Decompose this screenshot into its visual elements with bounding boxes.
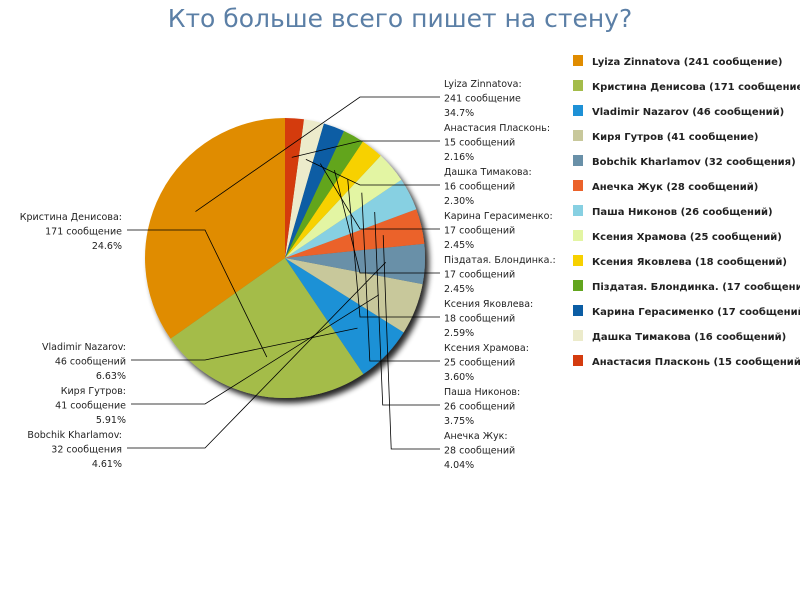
leader-line-паша-никонов	[374, 211, 440, 406]
callout-label-bobchik-kharlamov-line1: Bobchik Kharlamov:	[27, 430, 122, 441]
pie-slice-анастасия-пласконь	[285, 118, 304, 258]
callout-label-lyiza-zinnatova-line2: 241 сообщение	[444, 94, 521, 105]
callout-label-паша-никонов-line1: Паша Никонов:	[444, 387, 520, 398]
callout-label-vladimir-nazarov-line3: 6.63%	[96, 371, 126, 382]
callout-label-анастасия-пласконь-line2: 15 сообщений	[444, 138, 515, 149]
legend-entry-кристина-денисова: Кристина Денисова (171 сообщение)	[592, 81, 800, 93]
callout-label-bobchik-kharlamov-line3: 4.61%	[92, 459, 122, 470]
callout-label-дашка-тимакова-line1: Дашка Тимакова:	[444, 167, 532, 178]
legend-swatch-п-здатая-блондинка	[573, 280, 583, 291]
callout-label-п-здатая-блондинка-line2: 17 сообщений	[444, 270, 515, 281]
legend-swatch-паша-никонов	[573, 205, 583, 216]
pie-slice-п-здатая-блондинка	[285, 131, 363, 258]
leader-line-киря-гутров	[131, 294, 380, 405]
callout-label-ксения-яковлева-line2: 18 сообщений	[444, 314, 515, 325]
callout-labels: Lyiza Zinnatova: 241 сообщение 34.7% Анаста…	[20, 79, 556, 471]
leader-line-ксения-храмова	[361, 192, 440, 362]
leader-line-анечка-жук	[382, 235, 440, 450]
leader-line-bobchik-kharlamov	[127, 262, 386, 449]
legend-entry-киря-гутров: Киря Гутров (41 сообщение)	[592, 131, 759, 143]
callout-label-п-здатая-блондинка-line1: Піздатая. Блондинка.:	[444, 255, 556, 266]
callout-label-vladimir-nazarov-line2: 46 сообщений	[55, 357, 126, 368]
callout-label-анастасия-пласконь-line1: Анастасия Пласконь:	[444, 123, 550, 134]
legend-swatch-vladimir-nazarov	[573, 105, 583, 116]
legend-entry-ксения-яковлева: Ксения Яковлева (18 сообщений)	[592, 256, 787, 268]
leader-line-дашка-тимакова	[305, 159, 440, 186]
callout-label-паша-никонов-line2: 26 сообщений	[444, 402, 515, 413]
pie-slices	[144, 118, 425, 399]
callout-label-дашка-тимакова-line2: 16 сообщений	[444, 182, 515, 193]
callout-label-vladimir-nazarov-line1: Vladimir Nazarov:	[42, 342, 126, 353]
legend-entry-дашка-тимакова: Дашка Тимакова (16 сообщений)	[592, 331, 786, 343]
legend-entry-п-здатая-блондинка: Піздатая. Блондинка. (17 сообщений)	[592, 281, 800, 293]
callout-label-карина-герасименко-line2: 17 сообщений	[444, 226, 515, 237]
callout-label-анастасия-пласконь-line3: 2.16%	[444, 152, 474, 163]
leader-lines	[127, 96, 440, 450]
callout-label-анечка-жук-line1: Анечка Жук:	[444, 431, 508, 442]
pie-slice-кристина-денисова	[170, 258, 364, 399]
legend-entry-карина-герасименко: Карина Герасименко (17 сообщений)	[592, 306, 800, 318]
callout-label-ксения-храмова-line2: 25 сообщений	[444, 358, 515, 369]
legend-entry-bobchik-kharlamov: Bobchik Kharlamov (32 сообщения)	[592, 156, 796, 168]
callout-label-кристина-денисова-line3: 24.6%	[92, 241, 122, 252]
legend-entry-vladimir-nazarov: Vladimir Nazarov (46 сообщений)	[592, 106, 784, 118]
legend-swatch-анастасия-пласконь	[573, 355, 583, 366]
pie-slice-ксения-храмова	[285, 155, 402, 258]
callout-label-паша-никонов-line3: 3.75%	[444, 416, 474, 427]
callout-label-карина-герасименко-line1: Карина Герасименко:	[444, 211, 553, 222]
legend-swatch-ксения-яковлева	[573, 255, 583, 266]
callout-label-lyiza-zinnatova-line1: Lyiza Zinnatova:	[444, 79, 522, 90]
legend: Lyiza Zinnatova (241 сообщение) Кристина …	[573, 55, 800, 368]
legend-swatch-анечка-жук	[573, 180, 583, 191]
legend-entry-анечка-жук: Анечка Жук (28 сообщений)	[592, 181, 758, 193]
legend-swatch-карина-герасименко	[573, 305, 583, 316]
callout-label-киря-гутров-line2: 41 сообщение	[55, 401, 126, 412]
callout-label-ксения-яковлева-line1: Ксения Яковлева:	[444, 299, 533, 310]
pie-slice-дашка-тимакова	[285, 119, 324, 258]
callout-label-lyiza-zinnatova-line3: 34.7%	[444, 108, 474, 119]
callout-label-анечка-жук-line3: 4.04%	[444, 460, 474, 471]
leader-line-ксения-яковлева	[347, 178, 440, 318]
legend-swatch-ксения-храмова	[573, 230, 583, 241]
legend-entry-lyiza-zinnatova: Lyiza Zinnatova (241 сообщение)	[592, 56, 782, 68]
callout-label-кристина-денисова-line1: Кристина Денисова:	[20, 212, 122, 223]
legend-entry-ксения-храмова: Ксения Храмова (25 сообщений)	[592, 231, 782, 243]
leader-line-п-здатая-блондинка	[334, 170, 440, 274]
pie-slice-паша-никонов	[285, 179, 417, 258]
legend-entry-паша-никонов: Паша Никонов (26 сообщений)	[592, 206, 773, 218]
leader-line-vladimir-nazarov	[131, 327, 358, 361]
callout-label-киря-гутров-line1: Киря Гутров:	[61, 386, 126, 397]
pie-slice-карина-герасименко	[285, 123, 345, 259]
leader-line-кристина-денисова	[127, 229, 268, 358]
callout-label-дашка-тимакова-line3: 2.30%	[444, 196, 474, 207]
leader-line-карина-герасименко	[319, 163, 440, 230]
callout-label-bobchik-kharlamov-line2: 32 сообщения	[51, 445, 122, 456]
legend-swatch-bobchik-kharlamov	[573, 155, 583, 166]
callout-label-киря-гутров-line3: 5.91%	[96, 415, 126, 426]
pie-slice-ксения-яковлева	[285, 141, 381, 258]
callout-label-карина-герасименко-line3: 2.45%	[444, 240, 474, 251]
chart-title: Кто больше всего пишет на стену?	[167, 4, 633, 33]
leader-line-анастасия-пласконь	[291, 140, 440, 158]
callout-label-ксения-храмова-line3: 3.60%	[444, 372, 474, 383]
leader-line-lyiza-zinnatova	[195, 96, 440, 212]
legend-swatch-киря-гутров	[573, 130, 583, 141]
callout-label-п-здатая-блондинка-line3: 2.45%	[444, 284, 474, 295]
callout-label-ксения-яковлева-line3: 2.59%	[444, 328, 474, 339]
callout-label-кристина-денисова-line2: 171 сообщение	[45, 227, 122, 238]
callout-label-анечка-жук-line2: 28 сообщений	[444, 446, 515, 457]
pie-slice-анечка-жук	[285, 209, 425, 258]
legend-swatch-кристина-денисова	[573, 80, 583, 91]
callout-label-ксения-храмова-line1: Ксения Храмова:	[444, 343, 529, 354]
legend-entry-анастасия-пласконь: Анастасия Пласконь (15 сообщений)	[592, 356, 800, 368]
legend-swatch-дашка-тимакова	[573, 330, 583, 341]
legend-swatch-lyiza-zinnatova	[573, 55, 583, 66]
